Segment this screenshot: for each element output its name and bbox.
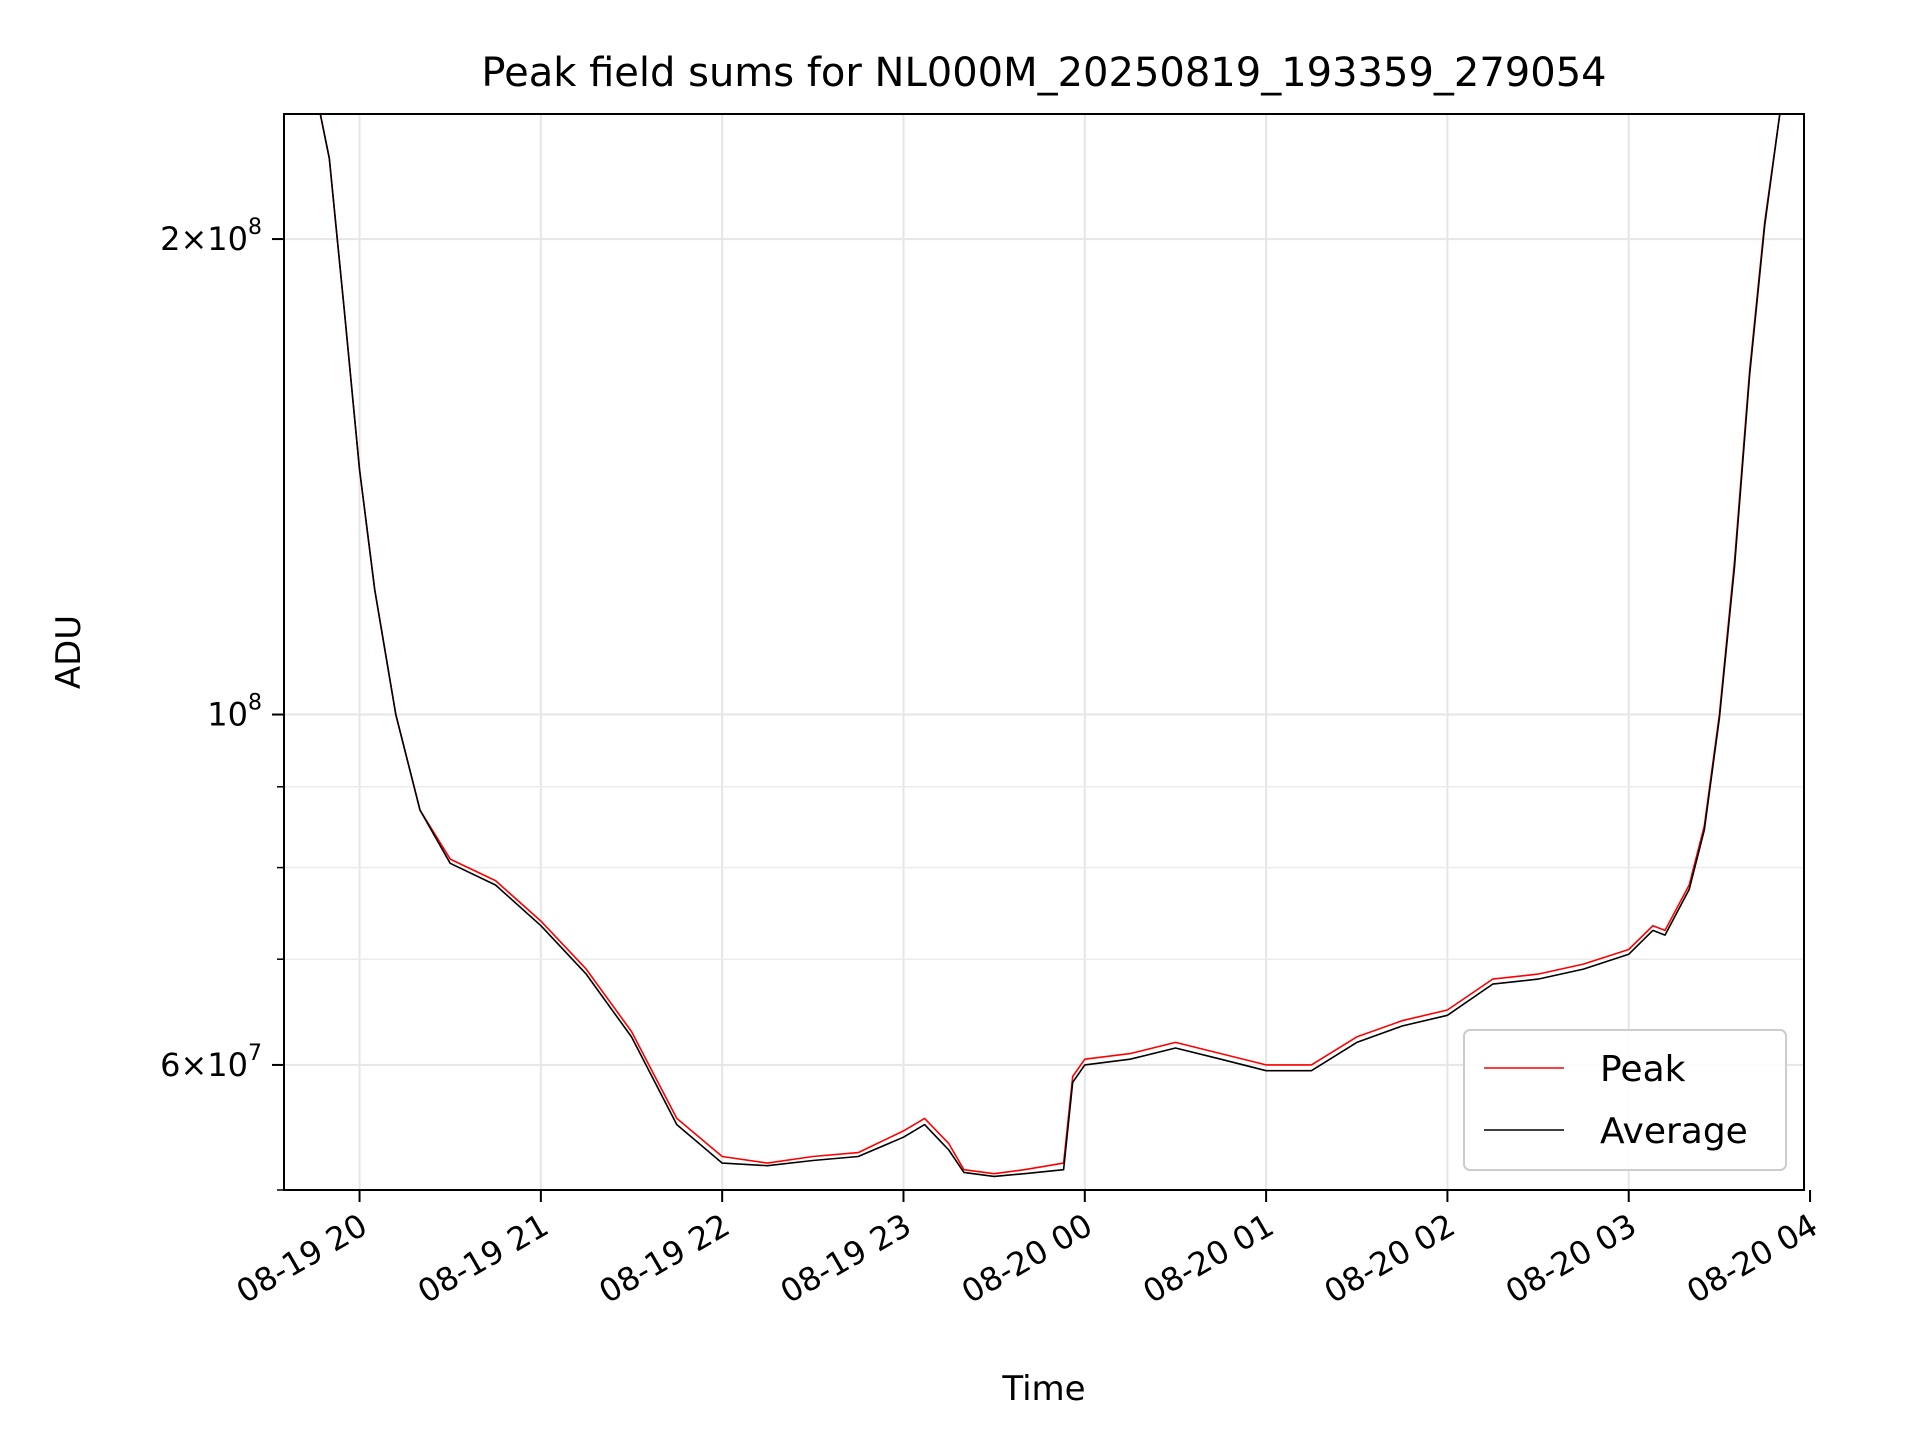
plot-frame bbox=[283, 113, 1805, 1191]
x-tick-label: 08-19 23 bbox=[774, 1206, 918, 1311]
x-tick-label: 08-20 00 bbox=[955, 1206, 1099, 1311]
chart-title: Peak field sums for NL000M_20250819_1933… bbox=[481, 50, 1606, 96]
y-tick-label: 6×107 bbox=[160, 1041, 262, 1084]
legend: Peak Average bbox=[1463, 1029, 1787, 1171]
grid bbox=[284, 114, 1804, 1190]
series-line-peak bbox=[284, 114, 1804, 1175]
x-tick-label: 08-19 22 bbox=[593, 1206, 737, 1311]
legend-box bbox=[1463, 1029, 1787, 1171]
x-tick-label: 08-20 02 bbox=[1318, 1206, 1462, 1311]
x-tick-label: 08-19 21 bbox=[411, 1206, 555, 1311]
y-tick-label: 108 bbox=[207, 691, 262, 734]
x-axis: 08-19 20 08-19 21 08-19 22 08-19 23 08-20 00… bbox=[230, 1190, 1824, 1311]
y-axis: 6×107 108 2×108 bbox=[160, 215, 284, 1191]
x-tick-label: 08-20 04 bbox=[1680, 1206, 1824, 1311]
legend-peak-label: Peak bbox=[1600, 1049, 1686, 1090]
y-tick-label: 2×108 bbox=[160, 215, 262, 258]
legend-average-label: Average bbox=[1600, 1111, 1748, 1152]
series-line-average bbox=[284, 114, 1804, 1178]
y-axis-label: ADU bbox=[49, 615, 89, 689]
x-tick-label: 08-20 03 bbox=[1499, 1206, 1643, 1311]
plot-area bbox=[284, 114, 1804, 1178]
x-axis-label: Time bbox=[1001, 1369, 1085, 1409]
x-tick-label: 08-19 20 bbox=[230, 1206, 374, 1311]
x-tick-label: 08-20 01 bbox=[1137, 1206, 1281, 1311]
